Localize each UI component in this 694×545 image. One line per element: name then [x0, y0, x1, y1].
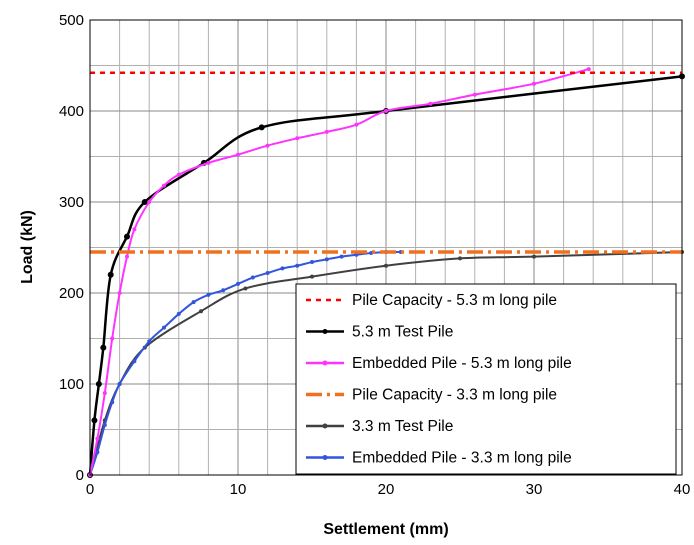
data-point [265, 143, 270, 148]
data-point [147, 339, 152, 344]
data-point [199, 309, 203, 314]
legend-marker [322, 360, 328, 366]
data-point [206, 292, 211, 297]
data-point [250, 275, 255, 280]
data-point [176, 172, 181, 177]
data-point [236, 281, 240, 286]
x-tick-label: 10 [230, 481, 247, 498]
data-point [141, 199, 148, 205]
data-point [458, 256, 462, 261]
data-point [243, 286, 248, 291]
data-point [176, 311, 181, 316]
data-point [132, 227, 137, 232]
data-point [295, 136, 300, 141]
legend-label: Embedded Pile - 5.3 m long pile [352, 355, 572, 372]
data-point [428, 101, 433, 106]
data-point [110, 400, 115, 405]
y-tick-label: 200 [59, 285, 84, 302]
x-tick-label: 0 [86, 481, 94, 498]
y-tick-label: 0 [76, 467, 84, 484]
data-point [236, 152, 240, 157]
data-point [295, 263, 300, 268]
data-point [339, 254, 344, 259]
data-point [265, 270, 270, 275]
data-point [472, 92, 477, 97]
y-tick-label: 300 [59, 194, 84, 211]
data-point [280, 266, 285, 271]
data-point [258, 124, 265, 131]
data-point [132, 359, 137, 364]
plot-border [89, 19, 683, 476]
data-point [95, 436, 100, 441]
data-point [117, 382, 122, 386]
data-point [221, 288, 226, 293]
legend-label: 5.3 m Test Pile [352, 324, 453, 341]
data-point [107, 271, 114, 278]
data-point [102, 422, 107, 427]
y-tick-label: 400 [59, 103, 84, 120]
y-tick-label: 100 [59, 376, 84, 393]
x-tick-label: 30 [526, 481, 543, 498]
y-axis-title: Load (kN) [19, 210, 36, 284]
legend-label: Pile Capacity - 3.3 m long pile [352, 387, 557, 404]
legend-marker [322, 455, 328, 460]
data-point [354, 122, 359, 127]
data-point [310, 260, 314, 265]
data-point [117, 291, 122, 295]
data-point [162, 183, 166, 188]
series-layer [87, 67, 685, 478]
x-axis-title: Settlement (mm) [323, 521, 448, 538]
data-point [95, 381, 102, 387]
data-point [110, 336, 115, 341]
data-point [532, 254, 536, 259]
data-point [124, 233, 130, 240]
data-point [532, 81, 536, 86]
legend-box [295, 283, 677, 475]
data-point [206, 160, 211, 165]
data-point [191, 300, 196, 305]
data-point [310, 274, 314, 279]
y-tick-label: 500 [59, 12, 84, 29]
data-point [162, 325, 166, 330]
data-point [147, 200, 152, 204]
legend-marker [322, 423, 328, 429]
legend-label: Pile Capacity - 5.3 m long pile [352, 292, 557, 309]
data-point [324, 257, 329, 262]
legend-label: Embedded Pile - 3.3 m long pile [352, 450, 572, 467]
data-point [102, 391, 107, 396]
data-point [91, 417, 98, 424]
data-point [586, 67, 591, 72]
legend-marker [322, 329, 328, 334]
legend-label: 3.3 m Test Pile [352, 418, 453, 435]
data-point [384, 109, 388, 113]
x-tick-label: 40 [674, 481, 691, 498]
x-tick-label: 20 [378, 481, 395, 498]
data-point [95, 450, 100, 455]
data-point [125, 254, 129, 259]
data-point [100, 344, 107, 351]
legend: Pile Capacity - 5.3 m long pile 5.3 m Tes… [295, 283, 677, 475]
data-point [384, 263, 388, 268]
data-point [324, 129, 329, 134]
